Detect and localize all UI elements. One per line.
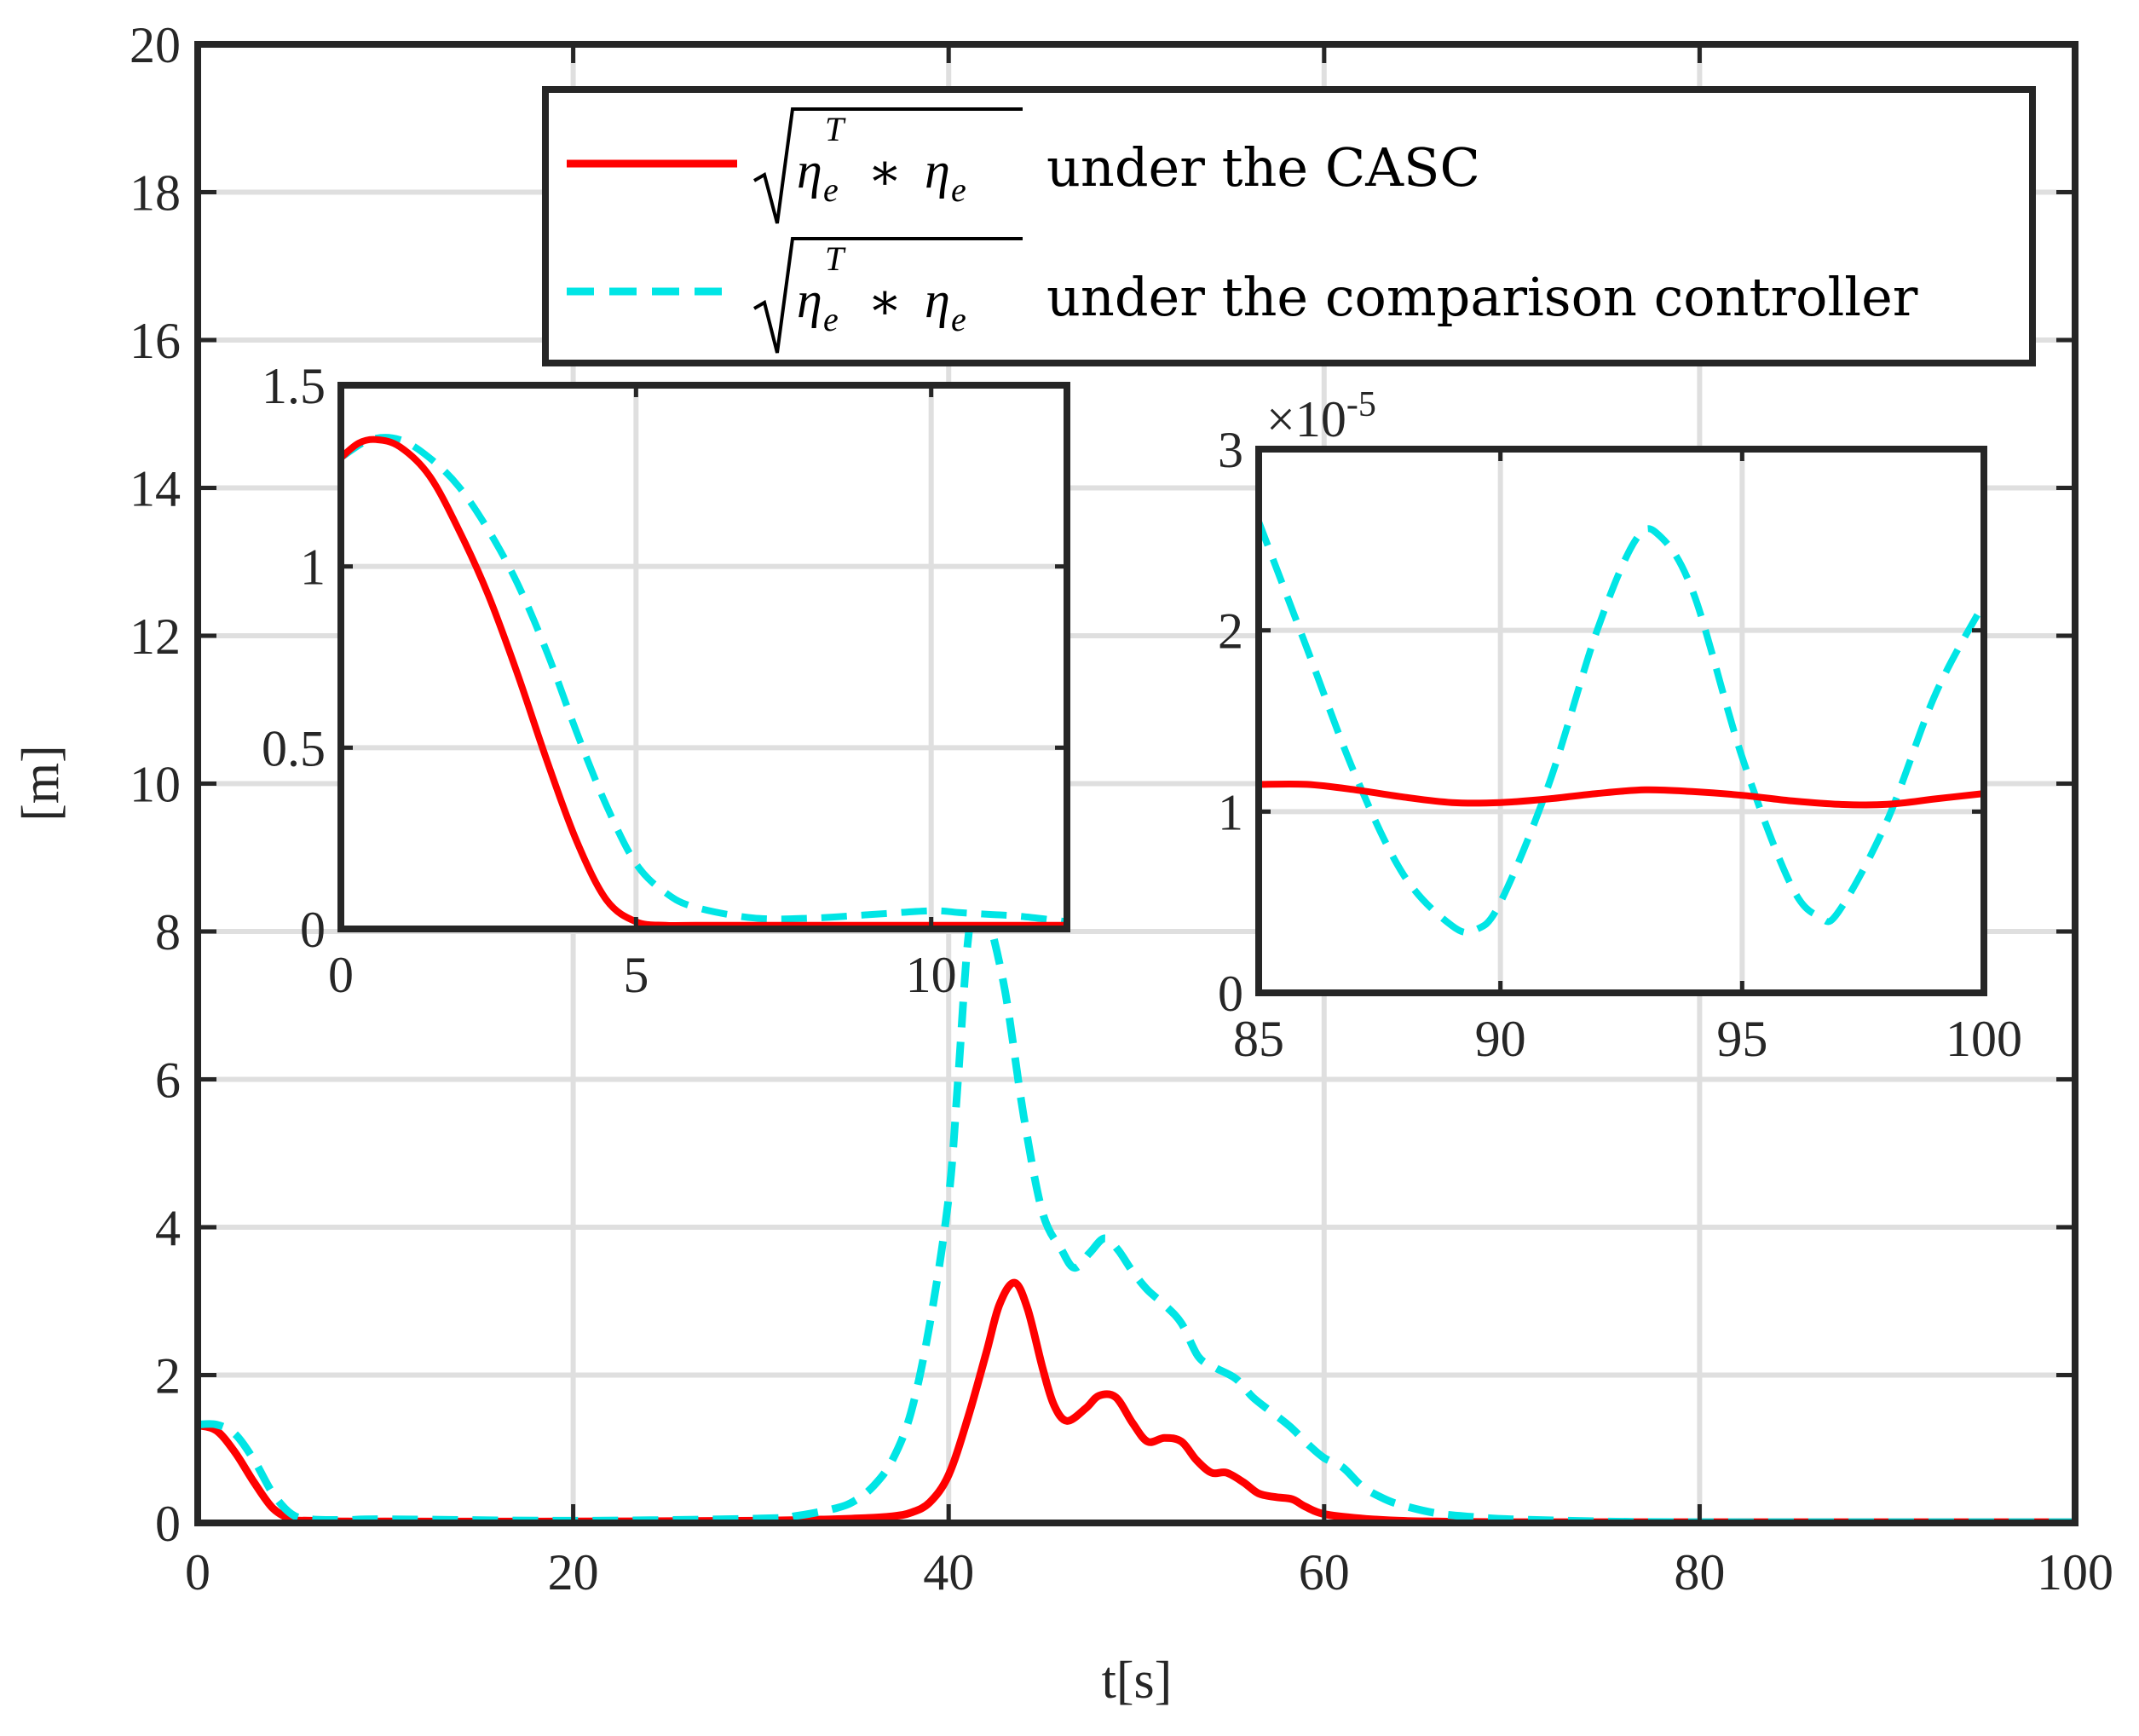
x-tick-label: 85 bbox=[1233, 1011, 1284, 1067]
legend-eta: η bbox=[797, 142, 822, 199]
inset-right-background bbox=[1259, 449, 1984, 993]
legend-eta: η bbox=[797, 272, 822, 328]
y-tick-label: 18 bbox=[130, 165, 181, 222]
inset-right-axes: 85 90 95 100 0 1 2 3 ×10-5 bbox=[1218, 385, 2022, 1067]
x-tick-label: 100 bbox=[1946, 1011, 2022, 1067]
multiplier-exponent: -5 bbox=[1346, 385, 1376, 424]
inset-left-series bbox=[338, 434, 1068, 930]
y-tick-label: 8 bbox=[155, 904, 181, 960]
y-tick-label: 0.5 bbox=[262, 720, 326, 776]
y-tick-label: 3 bbox=[1218, 422, 1243, 478]
y-tick-label: 1.5 bbox=[262, 358, 326, 414]
y-tick-label: 0 bbox=[300, 902, 326, 958]
legend-entry-comparison: η T e ∗ η e under the comparison control… bbox=[567, 237, 1918, 354]
x-tick-label: 60 bbox=[1299, 1544, 1350, 1600]
inset-right-ticks: 85 90 95 100 0 1 2 3 bbox=[1218, 422, 2022, 1067]
legend-sub: e bbox=[951, 300, 966, 338]
legend-op: ∗ bbox=[868, 274, 902, 330]
legend-label-comparison: under the comparison controller bbox=[1046, 266, 1918, 328]
inset-right-frame bbox=[1255, 446, 1987, 996]
legend-label-casc: under the CASC bbox=[1046, 136, 1480, 199]
y-tick-label: 1 bbox=[300, 539, 326, 596]
inset-left-frame bbox=[337, 382, 1070, 932]
sqrt-icon bbox=[752, 107, 1023, 224]
x-tick-label: 0 bbox=[185, 1544, 210, 1600]
inset-left-axes: 0 5 10 0 0.5 1 1.5 bbox=[262, 358, 1070, 1003]
x-tick-label: 40 bbox=[923, 1544, 974, 1600]
multiplier-base: ×10 bbox=[1266, 391, 1346, 447]
legend-eta: η bbox=[925, 272, 950, 328]
legend-sup: T bbox=[825, 110, 846, 148]
x-tick-label: 95 bbox=[1716, 1011, 1767, 1067]
y-axis-label: [m] bbox=[12, 745, 70, 822]
legend-sub: e bbox=[823, 170, 839, 209]
y-tick-label: 2 bbox=[155, 1348, 181, 1404]
legend-eta: η bbox=[925, 142, 950, 199]
inset-left-background bbox=[341, 385, 1067, 929]
y-tick-label: 10 bbox=[130, 757, 181, 813]
legend-sub: e bbox=[823, 300, 839, 338]
y-tick-label: 1 bbox=[1218, 784, 1243, 840]
inset-left-ticks: 0 5 10 0 0.5 1 1.5 bbox=[262, 358, 1067, 1003]
y-tick-label: 0 bbox=[155, 1496, 181, 1552]
legend-op: ∗ bbox=[868, 144, 902, 200]
series-line-casc bbox=[1258, 780, 1985, 809]
inset-right-multiplier: ×10-5 bbox=[1266, 385, 1376, 447]
y-tick-label: 14 bbox=[130, 461, 181, 517]
y-tick-label: 0 bbox=[1218, 966, 1243, 1022]
legend-entry-casc: η T e ∗ η e under the CASC bbox=[567, 107, 1480, 224]
x-axis-label: t[s] bbox=[1102, 1652, 1173, 1710]
x-tick-label: 10 bbox=[906, 947, 957, 1003]
legend-sub: e bbox=[951, 170, 966, 209]
sqrt-icon bbox=[752, 237, 1023, 354]
legend: η T e ∗ η e under the CASC η T e ∗ η e u… bbox=[542, 86, 2036, 366]
x-tick-label: 100 bbox=[2037, 1544, 2113, 1600]
y-tick-label: 16 bbox=[130, 313, 181, 369]
x-tick-label: 0 bbox=[328, 947, 354, 1003]
y-tick-label: 4 bbox=[155, 1200, 181, 1256]
x-tick-label: 20 bbox=[548, 1544, 599, 1600]
series-line-comparison bbox=[1255, 520, 1987, 937]
y-tick-label: 2 bbox=[1218, 603, 1243, 660]
legend-box bbox=[542, 86, 2036, 366]
series-line-casc bbox=[338, 435, 1067, 930]
x-tick-label: 5 bbox=[623, 947, 649, 1003]
inset-right-series bbox=[1255, 520, 1987, 937]
series-line-comparison bbox=[338, 434, 1068, 926]
legend-sup: T bbox=[825, 239, 846, 278]
x-tick-label: 80 bbox=[1674, 1544, 1725, 1600]
y-tick-label: 20 bbox=[130, 17, 181, 73]
x-tick-label: 90 bbox=[1475, 1011, 1526, 1067]
y-tick-label: 6 bbox=[155, 1053, 181, 1109]
y-tick-label: 12 bbox=[130, 608, 181, 665]
